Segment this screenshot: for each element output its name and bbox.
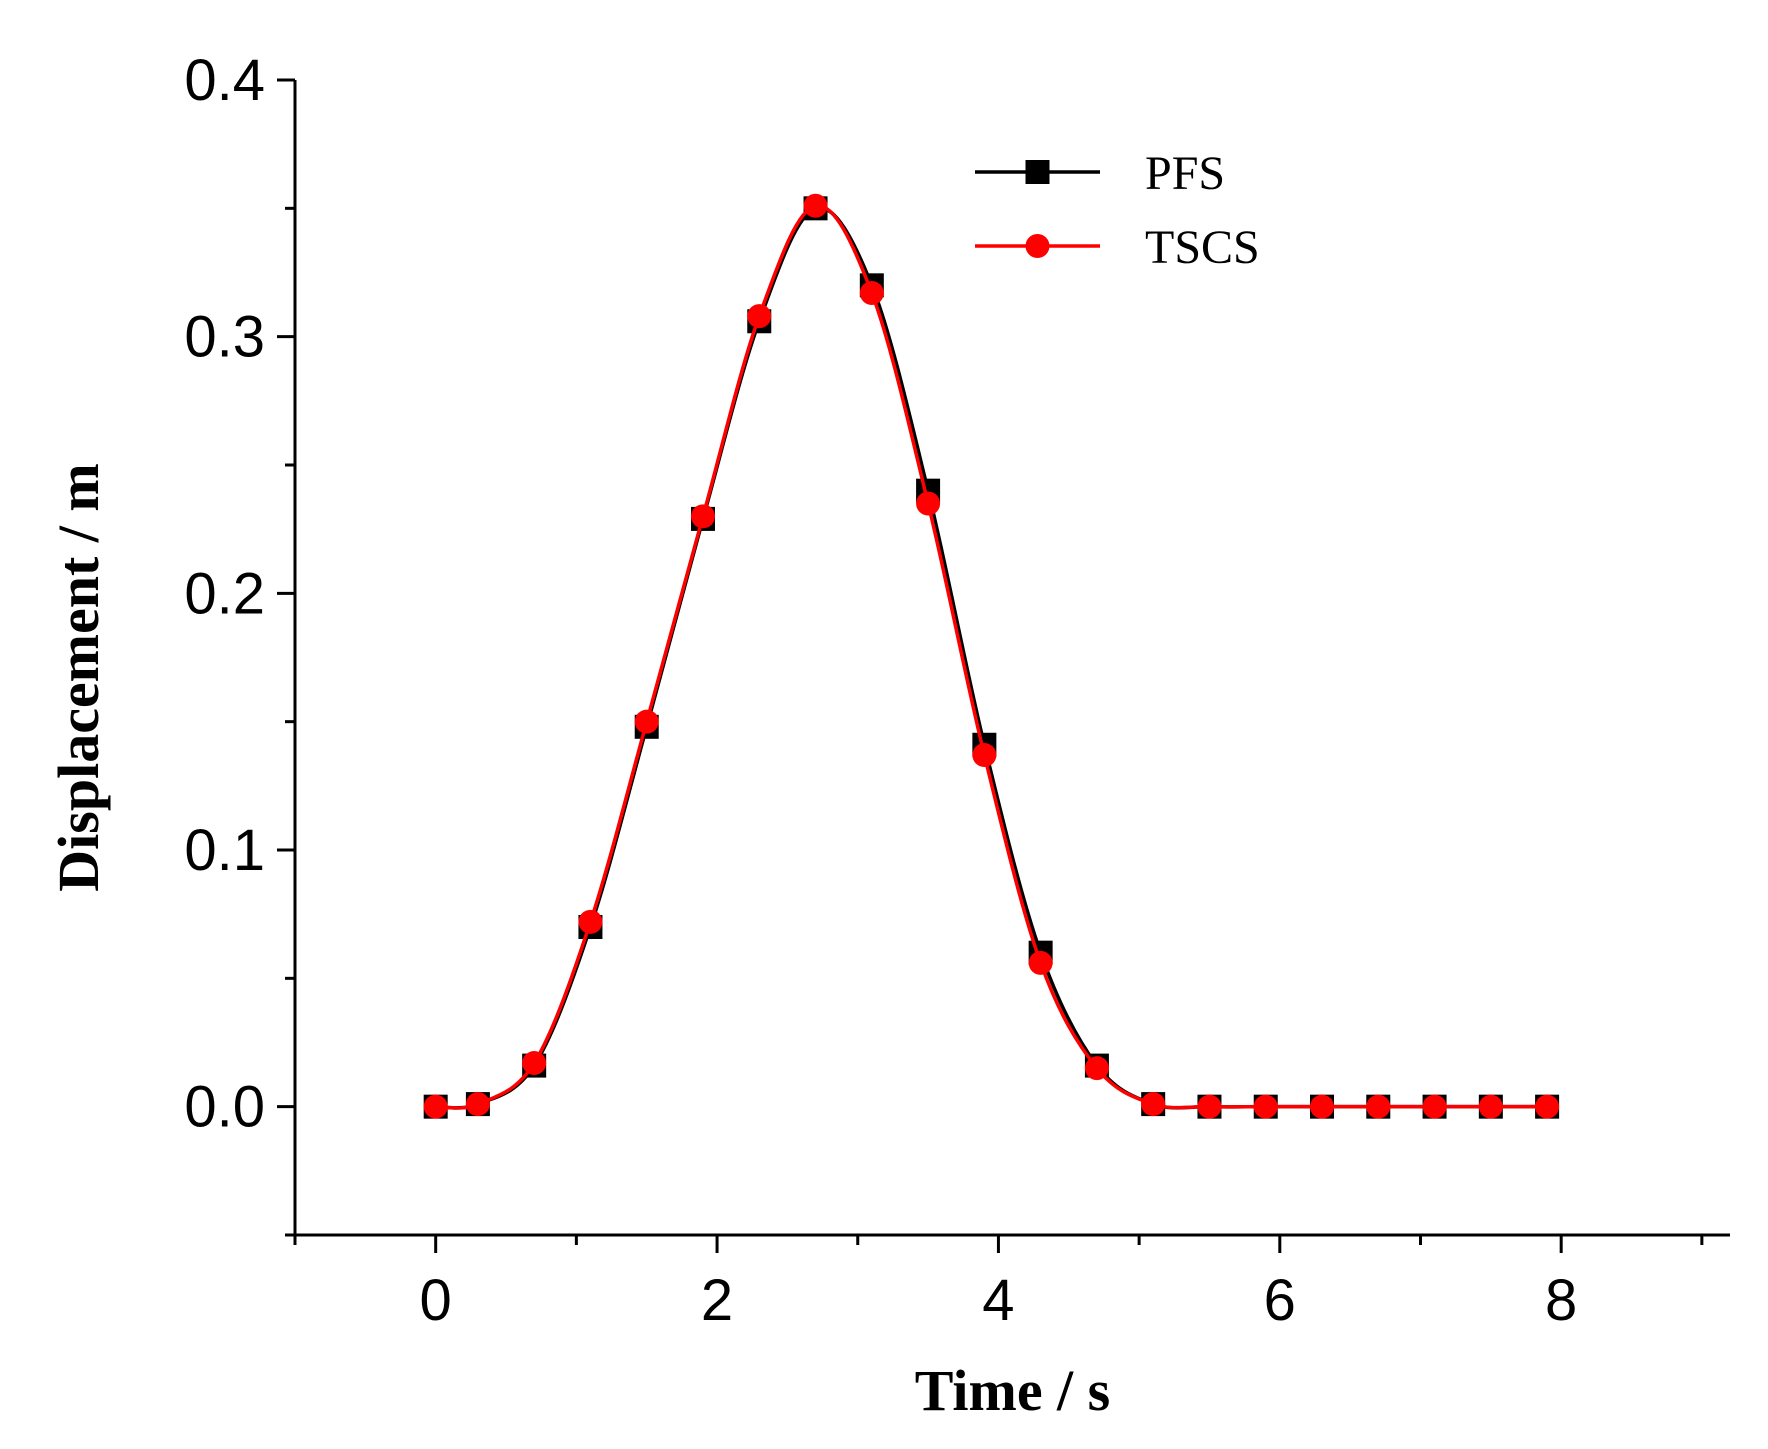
y-tick-label: 0.4 (184, 48, 265, 113)
point-tscs (690, 504, 715, 529)
series-layer (423, 193, 1560, 1119)
legend-item-pfs: PFS (975, 147, 1225, 200)
legend-marker-tscs (1025, 234, 1050, 258)
x-tick-label: 6 (1264, 1268, 1296, 1333)
y-tick-label: 0.3 (184, 305, 265, 370)
axes: 0 2 4 6 8 0.0 0.1 0.2 0.3 0.4 (184, 48, 1730, 1333)
y-tick-label: 0.2 (184, 561, 265, 626)
point-tscs (634, 709, 659, 734)
y-tick-label: 0.0 (184, 1075, 265, 1140)
legend-label-tscs: TSCS (1145, 221, 1260, 274)
point-tscs (1253, 1094, 1278, 1119)
point-tscs (1310, 1094, 1335, 1119)
series-line-pfs (435, 205, 1548, 1110)
x-tick-label: 4 (982, 1268, 1014, 1333)
point-tscs (1084, 1056, 1109, 1081)
legend-label-pfs: PFS (1145, 147, 1225, 200)
point-tscs (747, 304, 772, 329)
x-tick-label: 0 (420, 1268, 452, 1333)
legend: PFS TSCS (975, 147, 1260, 274)
x-axis-title: Time / s (915, 1358, 1111, 1423)
legend-item-tscs: TSCS (975, 221, 1260, 274)
series-line-tscs (435, 204, 1548, 1110)
point-tscs (522, 1051, 547, 1076)
point-tscs (1141, 1092, 1166, 1117)
point-tscs (1478, 1094, 1503, 1119)
series-pfs (423, 196, 1560, 1119)
point-tscs (916, 491, 941, 516)
x-tick-label: 8 (1545, 1268, 1577, 1333)
point-tscs (465, 1092, 490, 1117)
point-tscs (972, 743, 997, 768)
point-tscs (1028, 950, 1053, 975)
y-tick-label: 0.1 (184, 818, 265, 883)
point-tscs (578, 909, 603, 934)
point-tscs (803, 193, 828, 218)
point-tscs (1197, 1094, 1222, 1119)
series-tscs (423, 193, 1560, 1119)
point-tscs (859, 281, 884, 306)
point-tscs (1366, 1094, 1391, 1119)
point-tscs (423, 1094, 448, 1119)
y-axis-title: Displacement / m (46, 463, 111, 892)
point-tscs (1535, 1094, 1560, 1119)
legend-marker-pfs (1025, 160, 1050, 184)
point-tscs (1422, 1094, 1447, 1119)
x-tick-label: 2 (701, 1268, 733, 1333)
